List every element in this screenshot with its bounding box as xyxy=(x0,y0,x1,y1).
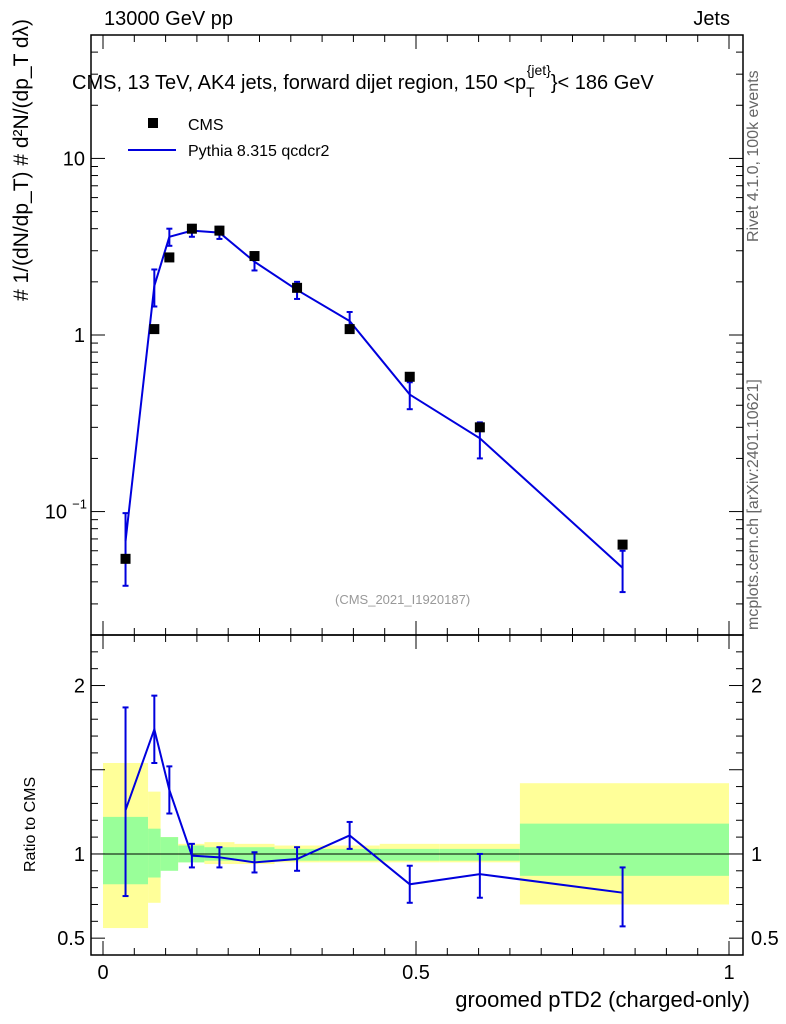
plot-title-sup: {jet} xyxy=(526,62,551,78)
main-y-tick-label: 10 xyxy=(63,148,85,170)
ratio-y-tick-label-right: 1 xyxy=(751,844,762,866)
main-y-tick-label: 1 xyxy=(74,325,85,347)
x-axis-title: groomed pTD2 (charged-only) xyxy=(455,987,750,1012)
legend-cms-label: CMS xyxy=(188,117,224,134)
ratio-y-tick-label-right: 0.5 xyxy=(751,928,779,950)
header-left: 13000 GeV pp xyxy=(104,8,233,30)
cms-data-point xyxy=(149,324,160,335)
cms-data-point xyxy=(617,539,628,550)
cms-data-point xyxy=(186,223,197,234)
main-y-tick-label: 10 xyxy=(45,502,67,524)
header-right: Jets xyxy=(693,8,730,30)
analysis-reference: (CMS_2021_I1920187) xyxy=(335,592,471,607)
ratio-band-inner xyxy=(148,828,161,878)
ratio-y-tick-label-right: 2 xyxy=(751,676,762,698)
mc-series-line xyxy=(124,229,624,569)
ratio-y-tick-label: 0.5 xyxy=(57,928,85,950)
ratio-plot-frame xyxy=(90,634,744,956)
plot-title-prefix: CMS, 13 TeV, AK4 jets, forward dijet reg… xyxy=(72,72,527,94)
ratio-y-tick-label: 2 xyxy=(74,676,85,698)
ratio-y-tick-label: 1 xyxy=(74,844,85,866)
ratio-band-inner xyxy=(319,848,380,861)
legend-mc-label: Pythia 8.315 qcdcr2 xyxy=(188,143,330,160)
plot-title-suffix: }< 186 GeV xyxy=(550,72,654,94)
cms-data-point xyxy=(292,282,303,293)
plot-title-sub: T xyxy=(526,84,535,100)
cms-data-point xyxy=(344,324,355,335)
cms-data-point xyxy=(120,553,131,564)
cms-data-point xyxy=(164,252,175,263)
x-axis-tick-label: 0 xyxy=(97,962,108,984)
legend-cms-marker xyxy=(148,118,158,128)
x-axis-tick-label: 0.5 xyxy=(402,962,430,984)
cms-data-point xyxy=(474,422,485,433)
cms-data-point xyxy=(214,225,225,236)
cms-data-point xyxy=(404,371,415,382)
cms-data-point xyxy=(249,251,260,262)
main-y-axis-title: # 1/(dN/dp_T) # d²N/(dp_T dλ) xyxy=(10,19,33,301)
main-y-tick-label-exponent: −1 xyxy=(72,497,87,512)
x-axis-tick-label: 1 xyxy=(723,962,734,984)
ratio-band-inner xyxy=(379,848,440,861)
plot-title: CMS, 13 TeV, AK4 jets, forward dijet reg… xyxy=(72,62,654,100)
